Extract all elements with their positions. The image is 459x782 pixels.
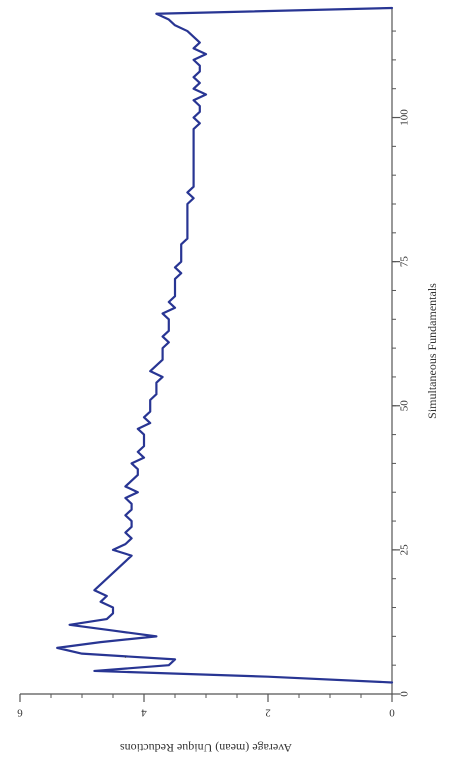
x-tick-label: 25 xyxy=(399,544,411,556)
ticks: 0 25 50 75 100 0 2 4 6 xyxy=(17,30,411,718)
y-tick-label: 0 xyxy=(389,706,395,718)
y-tick-label: 2 xyxy=(265,706,271,718)
x-tick-label: 0 xyxy=(399,691,411,697)
y-tick-label: 4 xyxy=(141,706,147,718)
x-tick-label: 100 xyxy=(399,109,411,126)
series xyxy=(56,6,394,684)
y-axis-title: Average (mean) Unique Reductions xyxy=(120,741,292,755)
x-axis-title: Simultaneous Fundamentals xyxy=(425,283,439,419)
axes xyxy=(20,8,393,695)
x-tick-label: 50 xyxy=(399,400,411,412)
series-line xyxy=(56,6,394,684)
annotation-label: . xyxy=(124,654,127,666)
annotations: . xyxy=(124,654,127,666)
x-tick-label: 75 xyxy=(399,256,411,268)
y-tick-label: 6 xyxy=(17,706,23,718)
